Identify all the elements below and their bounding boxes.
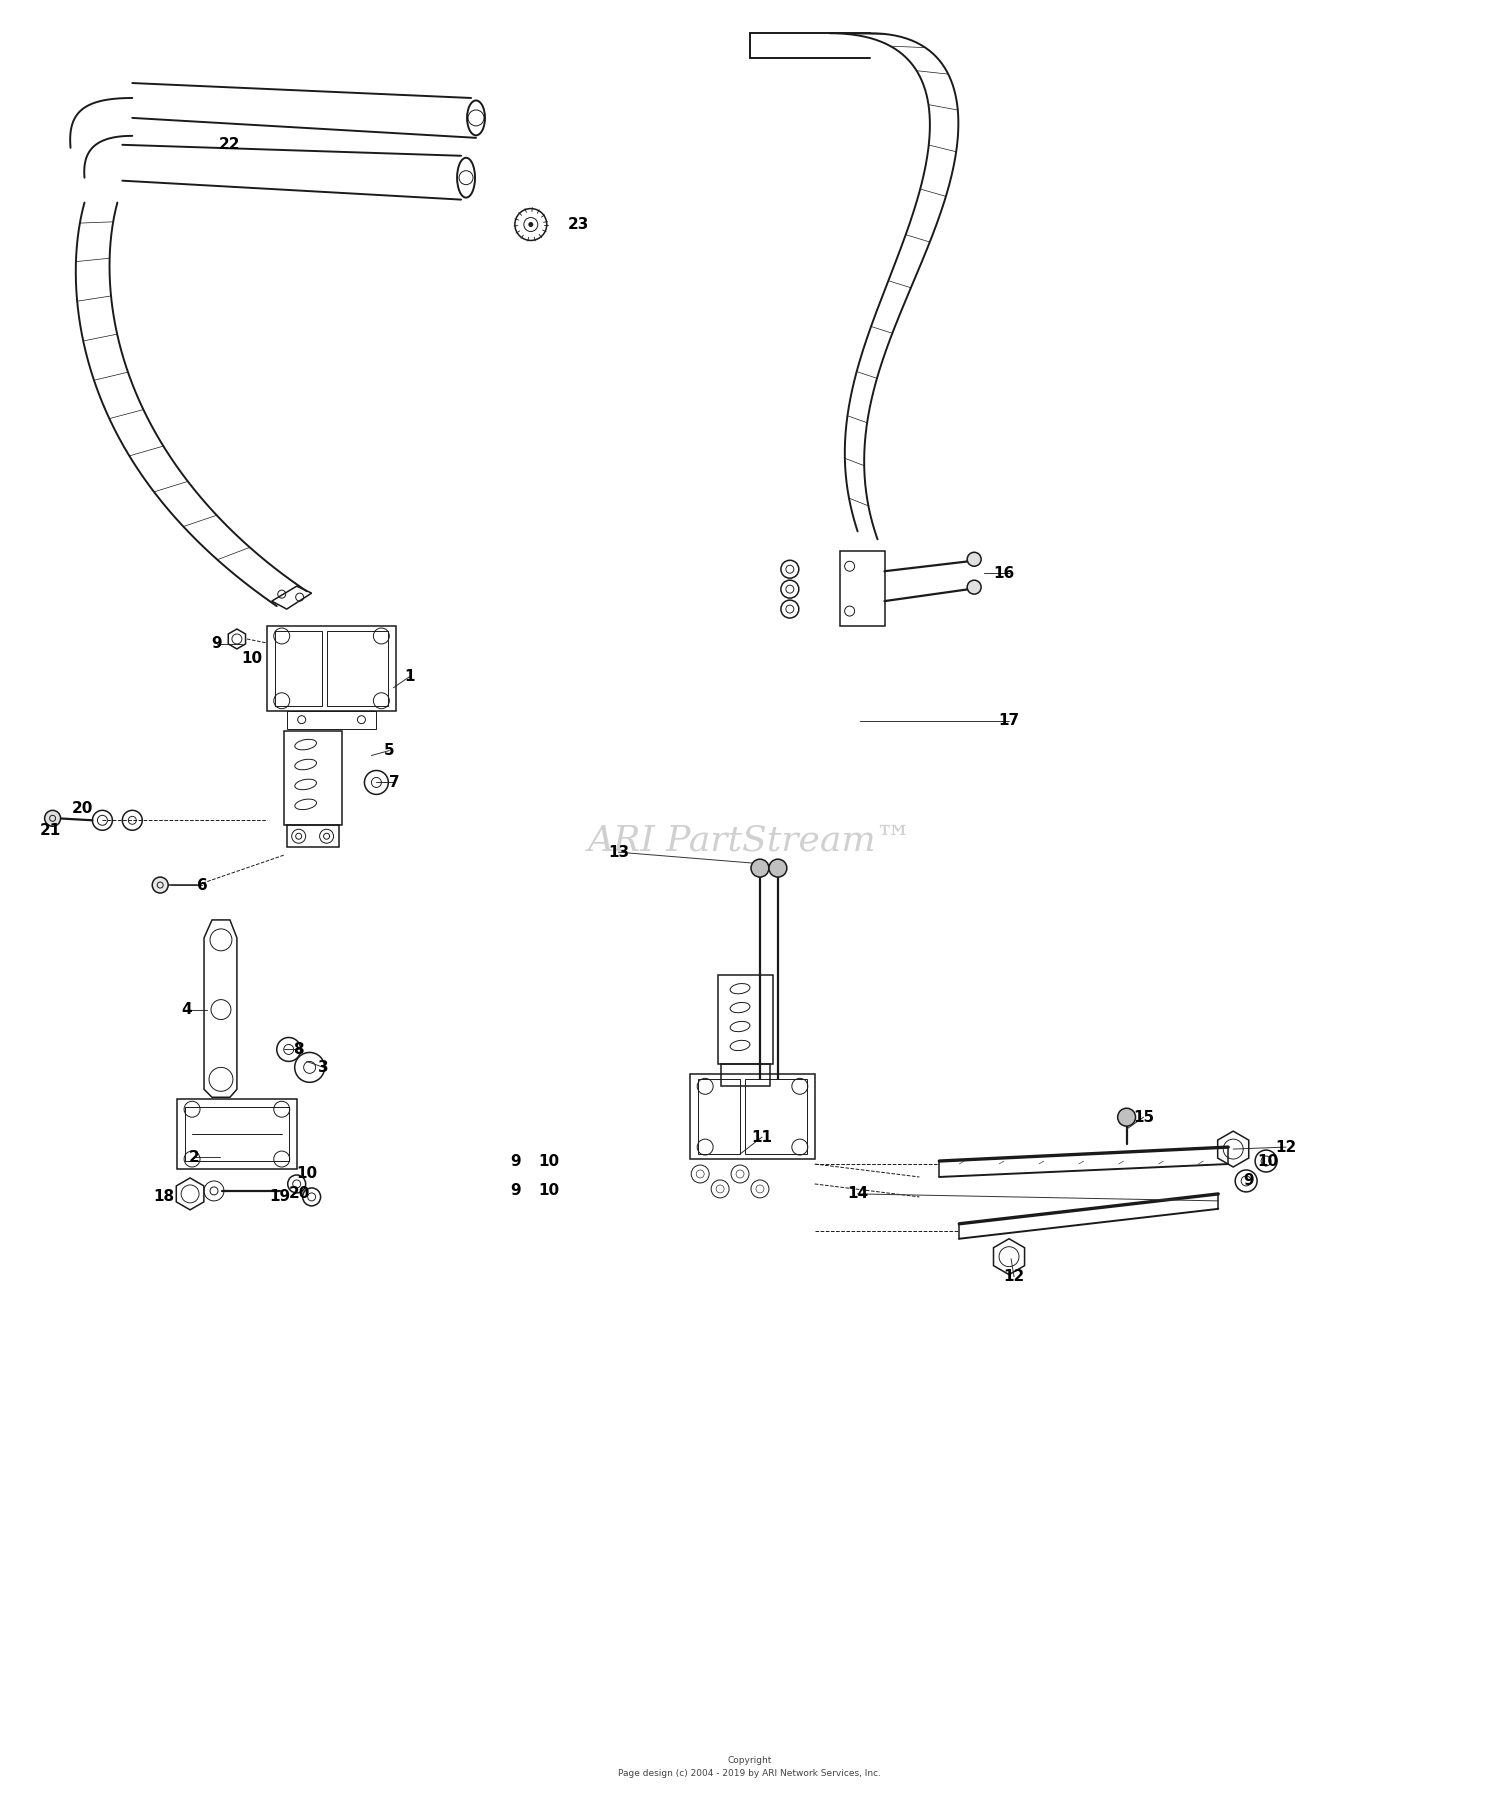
Text: 20: 20 bbox=[72, 801, 93, 816]
Text: 8: 8 bbox=[294, 1043, 304, 1057]
Text: Copyright
Page design (c) 2004 - 2019 by ARI Network Services, Inc.: Copyright Page design (c) 2004 - 2019 by… bbox=[618, 1756, 882, 1778]
Circle shape bbox=[1118, 1108, 1136, 1126]
Text: 5: 5 bbox=[384, 744, 394, 758]
Text: 10: 10 bbox=[1257, 1153, 1278, 1169]
Text: 9: 9 bbox=[1244, 1174, 1254, 1189]
Circle shape bbox=[968, 580, 981, 594]
Circle shape bbox=[530, 223, 532, 227]
Circle shape bbox=[152, 877, 168, 893]
Text: 9: 9 bbox=[211, 636, 222, 652]
Text: 13: 13 bbox=[608, 845, 628, 859]
Circle shape bbox=[45, 810, 60, 827]
Text: ARI PartStream™: ARI PartStream™ bbox=[588, 823, 912, 857]
Text: 10: 10 bbox=[296, 1167, 316, 1181]
Text: 10: 10 bbox=[242, 652, 262, 666]
Text: 23: 23 bbox=[568, 216, 590, 232]
Text: 17: 17 bbox=[999, 713, 1020, 728]
Text: 2: 2 bbox=[189, 1149, 200, 1165]
Text: 10: 10 bbox=[538, 1183, 560, 1198]
Text: 6: 6 bbox=[196, 877, 207, 893]
Text: 9: 9 bbox=[510, 1183, 520, 1198]
Text: 18: 18 bbox=[153, 1189, 174, 1205]
Circle shape bbox=[968, 553, 981, 566]
Text: 15: 15 bbox=[1132, 1109, 1154, 1124]
Text: 19: 19 bbox=[268, 1189, 291, 1205]
Text: 21: 21 bbox=[40, 823, 62, 837]
Text: 4: 4 bbox=[182, 1001, 192, 1018]
Text: 1: 1 bbox=[404, 670, 414, 684]
Text: 3: 3 bbox=[318, 1059, 328, 1075]
Text: 14: 14 bbox=[847, 1187, 868, 1201]
Circle shape bbox=[752, 859, 770, 877]
Text: 9: 9 bbox=[510, 1153, 520, 1169]
Text: 22: 22 bbox=[219, 137, 240, 153]
Circle shape bbox=[770, 859, 788, 877]
Text: 11: 11 bbox=[752, 1129, 772, 1145]
Text: 12: 12 bbox=[1275, 1140, 1296, 1154]
Text: 12: 12 bbox=[1004, 1270, 1025, 1284]
Text: 16: 16 bbox=[993, 566, 1014, 580]
Text: 7: 7 bbox=[388, 774, 399, 791]
Text: 20: 20 bbox=[290, 1187, 310, 1201]
Text: 10: 10 bbox=[538, 1153, 560, 1169]
